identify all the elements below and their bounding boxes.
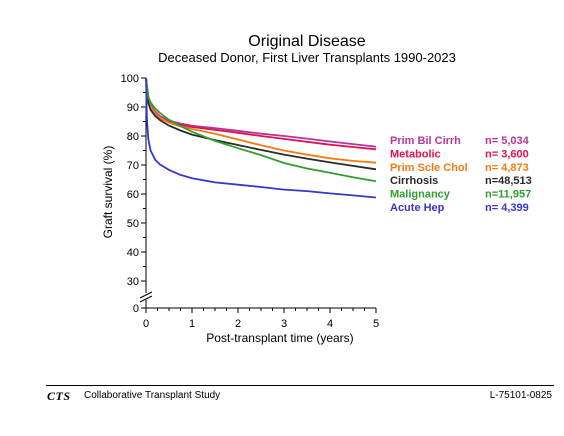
survival-chart: Original Disease Deceased Donor, First L… bbox=[101, 33, 532, 345]
survival-lines bbox=[145, 77, 377, 199]
series-line-metabolic bbox=[145, 77, 377, 151]
legend-count-metabolic: n= 3,600 bbox=[485, 148, 529, 160]
legend-label-prim-scle-chol: Prim Scle Chol bbox=[390, 162, 468, 174]
legend-count-prim-scle-chol: n= 4,873 bbox=[485, 162, 529, 174]
x-tick-label: 0 bbox=[143, 318, 149, 330]
axis-break-mark bbox=[139, 295, 153, 303]
x-tick-label: 2 bbox=[235, 318, 241, 330]
y-tick-label: 40 bbox=[127, 247, 139, 259]
chart-subtitle: Deceased Donor, First Liver Transplants … bbox=[158, 50, 456, 65]
legend-label-metabolic: Metabolic bbox=[390, 148, 441, 160]
y-tick-label: 60 bbox=[127, 189, 139, 201]
x-tick-label: 3 bbox=[281, 318, 287, 330]
legend-label-cirrhosis: Cirrhosis bbox=[390, 175, 438, 187]
y-tick-label: 100 bbox=[121, 73, 139, 85]
footer-organization: Collaborative Transplant Study bbox=[84, 390, 221, 401]
series-line-cirrhosis bbox=[145, 77, 377, 171]
y-tick-label: 0 bbox=[133, 303, 139, 315]
series-line-acute-hep bbox=[145, 77, 377, 199]
legend-label-prim-bil-cirrh: Prim Bil Cirrh bbox=[390, 135, 461, 147]
axes: 0 30 40 50 60 70 80 90 100 0 1 2 3 4 5 bbox=[121, 73, 379, 330]
y-tick-label: 70 bbox=[127, 160, 139, 172]
footer-divider bbox=[46, 385, 554, 386]
y-tick-label: 50 bbox=[127, 218, 139, 230]
legend-count-malignancy: n=11,957 bbox=[485, 189, 531, 201]
legend-label-acute-hep: Acute Hep bbox=[390, 202, 445, 214]
series-line-malignancy bbox=[145, 77, 377, 183]
axis-break-mark bbox=[139, 291, 153, 299]
chart-title: Original Disease bbox=[248, 33, 365, 50]
x-tick-label: 1 bbox=[189, 318, 195, 330]
legend: Prim Bil Cirrh n= 5,034 Metabolic n= 3,600 P… bbox=[390, 135, 532, 214]
cts-logo: CTS bbox=[47, 389, 71, 403]
legend-count-acute-hep: n= 4,399 bbox=[485, 202, 529, 214]
y-axis-title: Graft survival (%) bbox=[101, 146, 115, 239]
chart-id: L-75101-0825 bbox=[489, 390, 552, 401]
y-tick-label: 30 bbox=[127, 276, 139, 288]
x-tick-label: 5 bbox=[373, 318, 379, 330]
legend-label-malignancy: Malignancy bbox=[390, 189, 451, 201]
legend-count-cirrhosis: n=48,513 bbox=[485, 175, 532, 187]
footer: CTS Collaborative Transplant Study L-751… bbox=[0, 385, 564, 415]
series-line-prim-scle-chol bbox=[145, 77, 377, 164]
y-tick-label: 80 bbox=[127, 131, 139, 143]
x-axis-title: Post-transplant time (years) bbox=[206, 331, 353, 345]
legend-count-prim-bil-cirrh: n= 5,034 bbox=[485, 135, 530, 147]
y-tick-label: 90 bbox=[127, 102, 139, 114]
x-tick-label: 4 bbox=[327, 318, 333, 330]
